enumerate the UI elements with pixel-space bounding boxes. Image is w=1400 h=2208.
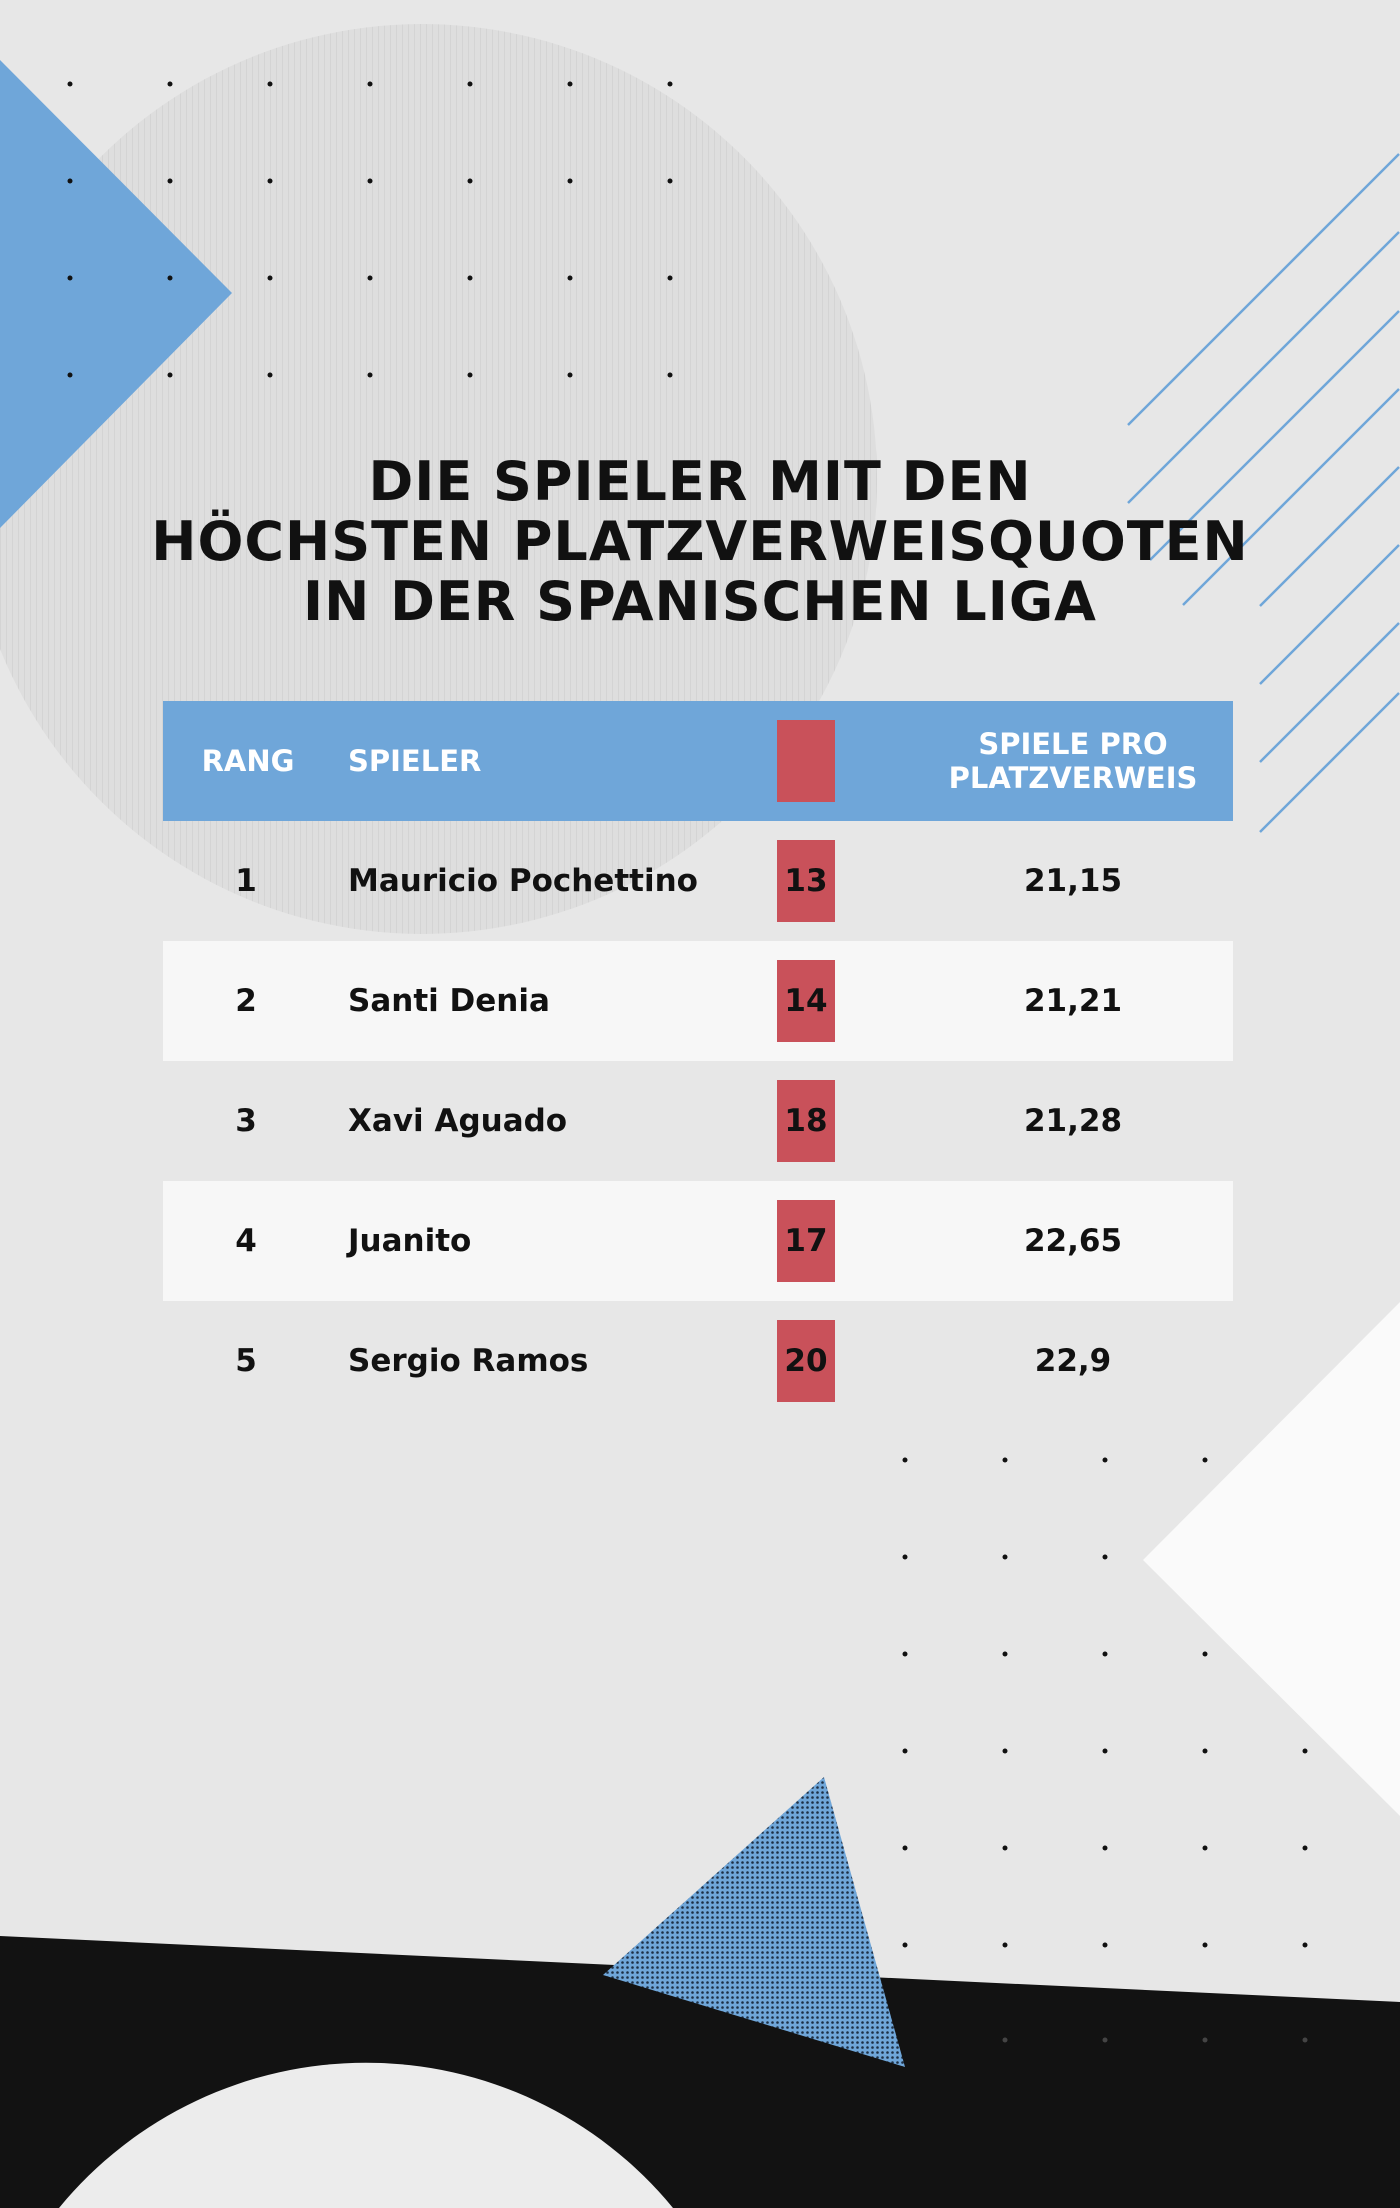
title-line: IN DER SPANISCHEN LIGA [303, 570, 1097, 633]
blue-triangle [0, 60, 232, 528]
title-line: HÖCHSTEN PLATZVERWEISQUOTEN [151, 510, 1249, 573]
red-cards: 20 [777, 1320, 835, 1402]
page-title: DIE SPIELER MIT DEN HÖCHSTEN PLATZVERWEI… [0, 452, 1400, 632]
ratio: 21,21 [1023, 983, 1123, 1019]
table-row: 1 Mauricio Pochettino 13 21,15 [163, 821, 1233, 941]
header-ratio-line1: SPIELE PRO [978, 727, 1168, 761]
table-header: RANG SPIELER SPIELE PRO PLATZVERWEIS [163, 701, 1233, 821]
diagonal-lines [1127, 153, 1400, 833]
table-row: 2 Santi Denia 14 21,21 [163, 941, 1233, 1061]
red-cards: 13 [777, 840, 835, 922]
red-cards: 14 [777, 960, 835, 1042]
header-ratio: SPIELE PRO PLATZVERWEIS [943, 727, 1203, 795]
ratio: 22,9 [1034, 1343, 1112, 1379]
rank: 5 [235, 1343, 257, 1379]
rank: 2 [235, 983, 257, 1019]
dot-grid-bottom [902, 1457, 1308, 1948]
player-name: Mauricio Pochettino [348, 863, 698, 899]
red-cards: 17 [777, 1200, 835, 1282]
red-cards: 18 [777, 1080, 835, 1162]
table-row: 3 Xavi Aguado 18 21,28 [163, 1061, 1233, 1181]
rank: 4 [235, 1223, 257, 1259]
dot-grid-top [67, 81, 673, 378]
ratio: 22,65 [1023, 1223, 1123, 1259]
rank: 3 [235, 1103, 257, 1139]
table-row: 4 Juanito 17 22,65 [163, 1181, 1233, 1301]
dot-grid-dark [1002, 2037, 1308, 2043]
player-name: Juanito [348, 1223, 472, 1259]
ratio: 21,15 [1023, 863, 1123, 899]
ranking-table: RANG SPIELER SPIELE PRO PLATZVERWEIS 1 Ma… [163, 701, 1233, 1421]
rank: 1 [235, 863, 257, 899]
player-name: Xavi Aguado [348, 1103, 568, 1139]
title-line: DIE SPIELER MIT DEN [368, 450, 1032, 513]
player-name: Sergio Ramos [348, 1343, 589, 1379]
header-player: SPIELER [348, 744, 482, 778]
white-triangle [1143, 1302, 1400, 1816]
header-rank: RANG [201, 744, 295, 778]
ratio: 21,28 [1023, 1103, 1123, 1139]
table-row: 5 Sergio Ramos 20 22,9 [163, 1301, 1233, 1421]
white-arc [59, 2062, 673, 2208]
player-name: Santi Denia [348, 983, 550, 1019]
blue-dotted-triangle [603, 1777, 905, 2067]
red-card-icon [777, 720, 835, 802]
header-ratio-line2: PLATZVERWEIS [948, 761, 1198, 795]
